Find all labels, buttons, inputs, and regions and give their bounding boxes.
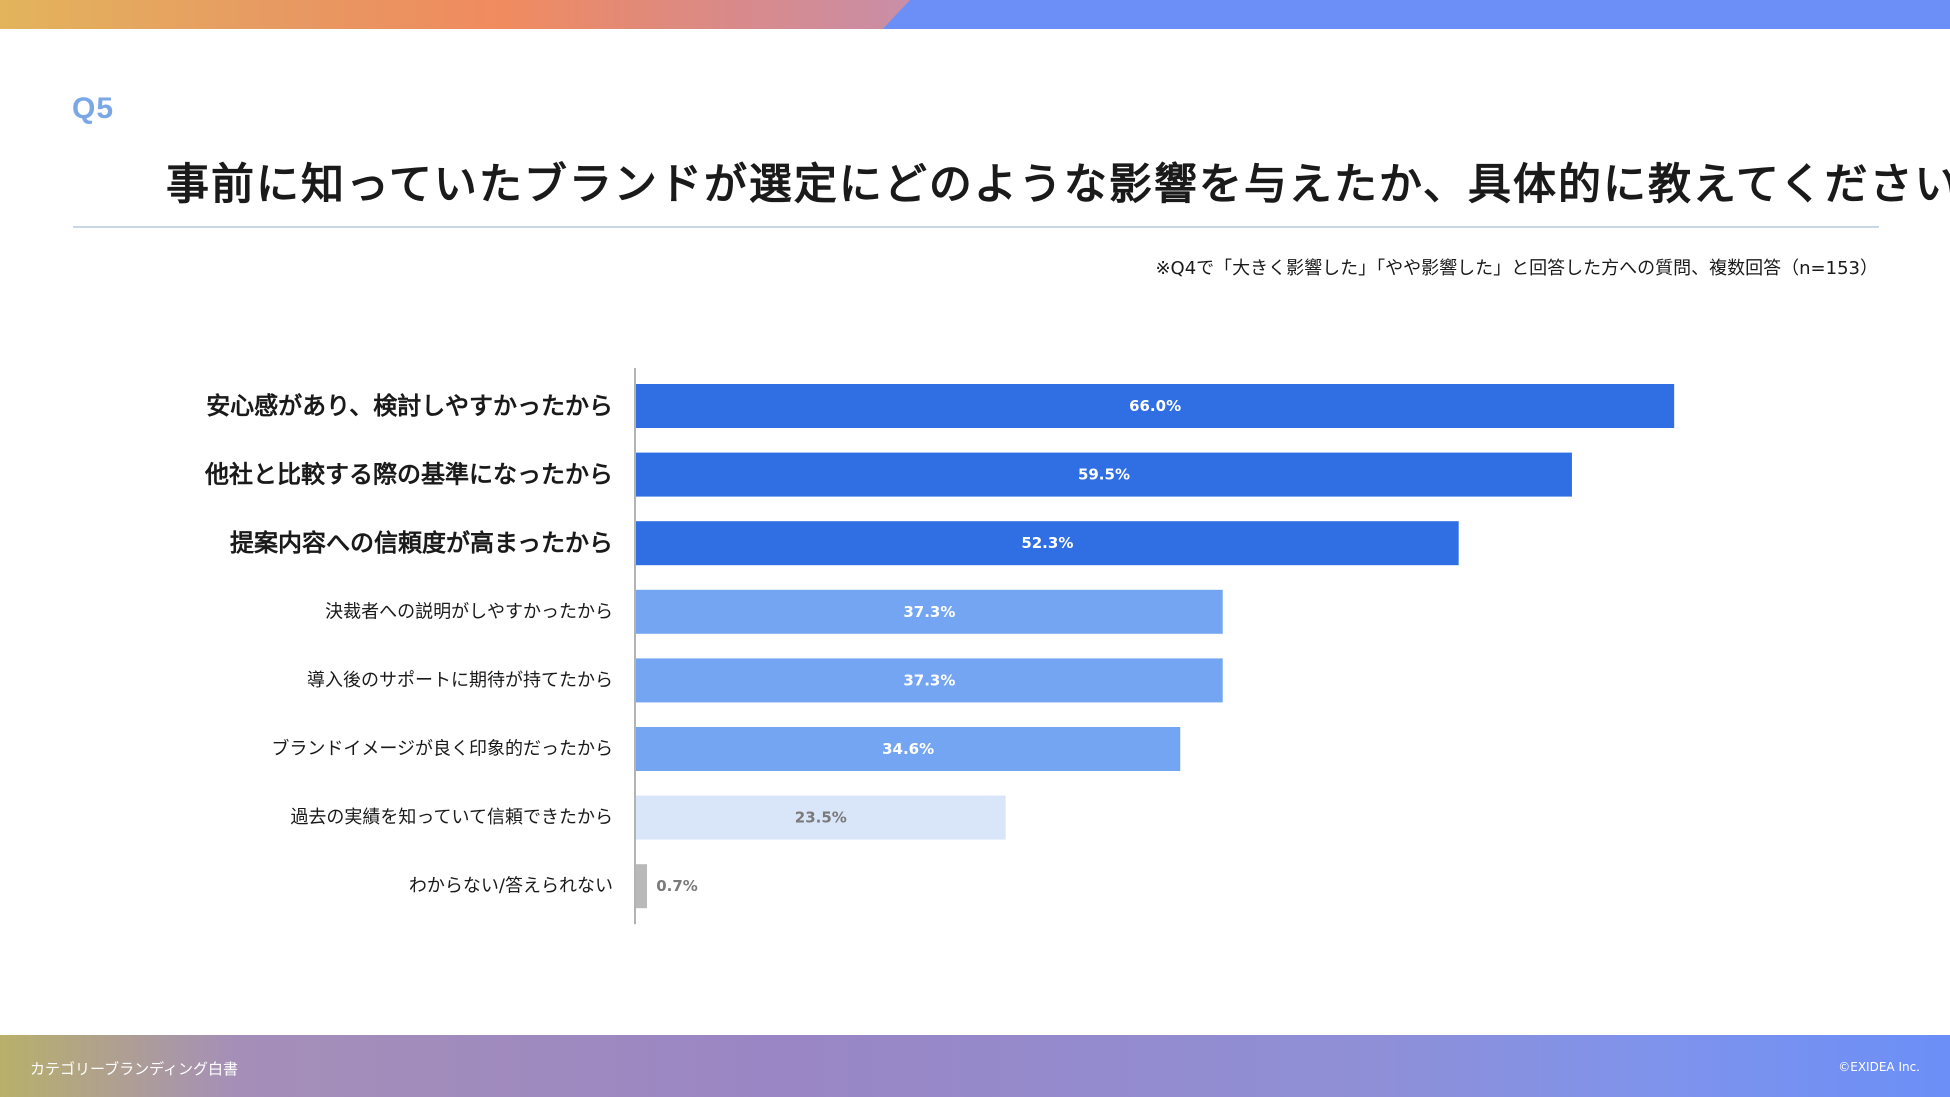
bar-6 — [636, 727, 1181, 771]
category-label-2: 他社と比較する際の基準になったから — [204, 461, 613, 489]
value-label-2: 59.5% — [1078, 466, 1130, 484]
value-label-7: 23.5% — [795, 809, 847, 827]
category-label-8: わからない/答えられない — [409, 876, 613, 897]
bar-4 — [636, 589, 1223, 634]
bar-5 — [636, 658, 1223, 703]
category-label-6: ブランドイメージが良く印象的だったから — [271, 738, 613, 760]
top-decorative-band — [0, 0, 1950, 29]
value-label-6: 34.6% — [882, 740, 934, 758]
category-label-3: 提案内容への信頼度が高まったから — [230, 529, 613, 557]
bar-2 — [636, 452, 1572, 497]
category-label-5: 導入後のサポートに期待が持てたから — [307, 670, 613, 691]
bar-8 — [636, 864, 648, 909]
bar-3 — [636, 521, 1459, 566]
value-label-8: 0.7% — [656, 877, 698, 895]
value-label-1: 66.0% — [1129, 397, 1181, 415]
footer-title: カテゴリーブランディング白書 — [30, 1060, 239, 1078]
footer-copyright: ©EXIDEA Inc. — [1838, 1060, 1920, 1074]
survey-note: ※Q4で「大きく影響した」「やや影響した」と回答した方への質問、複数回答（n=1… — [1155, 258, 1878, 279]
title-divider — [73, 226, 1879, 228]
value-label-3: 52.3% — [1021, 534, 1073, 552]
bar-1 — [636, 384, 1675, 428]
question-label: Q5 — [72, 92, 115, 125]
top-band-gradient — [0, 0, 910, 29]
bar-7 — [636, 795, 1006, 840]
category-label-1: 安心感があり、検討しやすかったから — [206, 392, 613, 420]
bottom-decorative-band — [0, 1035, 1950, 1097]
category-label-4: 決裁者への説明がしやすかったから — [325, 601, 613, 622]
category-label-7: 過去の実績を知っていて信頼できたから — [290, 807, 613, 828]
value-label-4: 37.3% — [903, 603, 955, 621]
value-label-5: 37.3% — [903, 671, 955, 689]
page-title: 事前に知っていたブランドが選定にどのような影響を与えたか、具体的に教えてください… — [166, 160, 1950, 210]
